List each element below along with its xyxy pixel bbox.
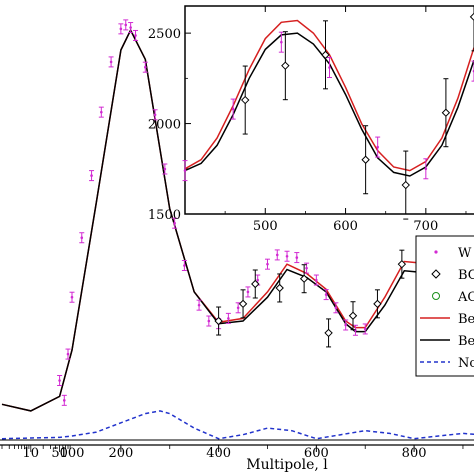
x-tick-label: 800 (402, 446, 427, 461)
inset-y-tick-label: 2000 (148, 118, 181, 133)
w-point (334, 306, 338, 310)
bo-point (238, 299, 248, 309)
legend-label: W (458, 246, 472, 261)
w-point (207, 319, 211, 323)
w-point (344, 323, 347, 327)
w-point (305, 266, 308, 270)
x-log-tick-label: 10 (23, 446, 40, 461)
inset-w-point (376, 145, 379, 149)
w-point (324, 293, 328, 296)
legend: W BO AC Be Be No (415, 235, 474, 377)
inset-frame (184, 5, 474, 215)
x-log-tick-label: 50 (51, 446, 68, 461)
legend-marker-diamond (431, 269, 441, 279)
w-point (119, 27, 123, 31)
w-point (163, 167, 167, 171)
inset-bo-point (361, 155, 370, 164)
inset-bo-point (441, 108, 451, 117)
inset-bo-point (469, 12, 474, 22)
inset-x-tick-label: 700 (413, 219, 438, 234)
inset-x-tick-label: 600 (333, 219, 358, 234)
w-point (153, 113, 157, 117)
bo-point (214, 316, 223, 326)
w-point (70, 295, 74, 299)
w-point (266, 262, 269, 266)
w-point (285, 254, 289, 258)
bo-point (251, 279, 260, 289)
w-point (363, 327, 367, 331)
inset-w-point (424, 167, 428, 171)
w-point (173, 221, 176, 225)
series-line-no (1, 410, 474, 440)
inset-w-point (231, 107, 235, 111)
bo-point (373, 299, 382, 309)
w-point (295, 256, 299, 259)
bo-point (324, 328, 333, 338)
legend-marker-point (434, 250, 438, 254)
inset-y-tick-label: 1500 (148, 208, 181, 223)
x-axis-label: Multipole, l (246, 457, 328, 473)
bo-point (348, 311, 358, 320)
legend-label: No (458, 356, 474, 371)
x-tick-label: 400 (206, 446, 231, 461)
legend-box (415, 235, 474, 377)
w-point (134, 34, 137, 37)
w-point (62, 399, 66, 402)
x-tick-label: 600 (304, 446, 329, 461)
w-point (275, 253, 279, 257)
w-point (58, 379, 61, 382)
legend-label: BO (458, 268, 474, 283)
w-point (109, 60, 113, 64)
w-point (144, 65, 147, 69)
inset-x-tick-label: 500 (253, 219, 278, 234)
inset-w-point (280, 40, 283, 44)
inset-bo-point (281, 61, 290, 70)
w-point (256, 278, 260, 282)
w-point (124, 23, 128, 27)
inset-bo-point (321, 50, 330, 60)
w-point (197, 303, 201, 307)
w-point (315, 278, 318, 282)
w-point (100, 110, 103, 114)
w-point (66, 352, 70, 356)
bo-point (397, 259, 407, 269)
inset-bo-point (401, 180, 410, 190)
bo-point (275, 283, 284, 293)
legend-marker-circle (432, 292, 440, 300)
w-point (227, 317, 230, 320)
legend-label: Be (458, 334, 474, 349)
inset-w-point (183, 169, 187, 172)
w-point (90, 174, 93, 177)
inset-plot: 500 600 700 1500 2000 2500 (148, 5, 474, 234)
x-tick-label: 200 (108, 446, 133, 461)
w-point (246, 290, 250, 294)
legend-label: Be (458, 312, 474, 327)
w-point (80, 236, 84, 240)
w-point (129, 26, 132, 29)
inset-y-tick-label: 2500 (148, 27, 181, 42)
x-log-tick-label: 100 (60, 446, 85, 461)
bo-point (299, 274, 309, 283)
series-line-be-black (1, 28, 474, 412)
inset-w-point (328, 66, 331, 69)
inset-bo-point (241, 95, 250, 105)
w-point (183, 264, 186, 267)
w-point (236, 306, 240, 310)
legend-label: AC (457, 290, 474, 305)
